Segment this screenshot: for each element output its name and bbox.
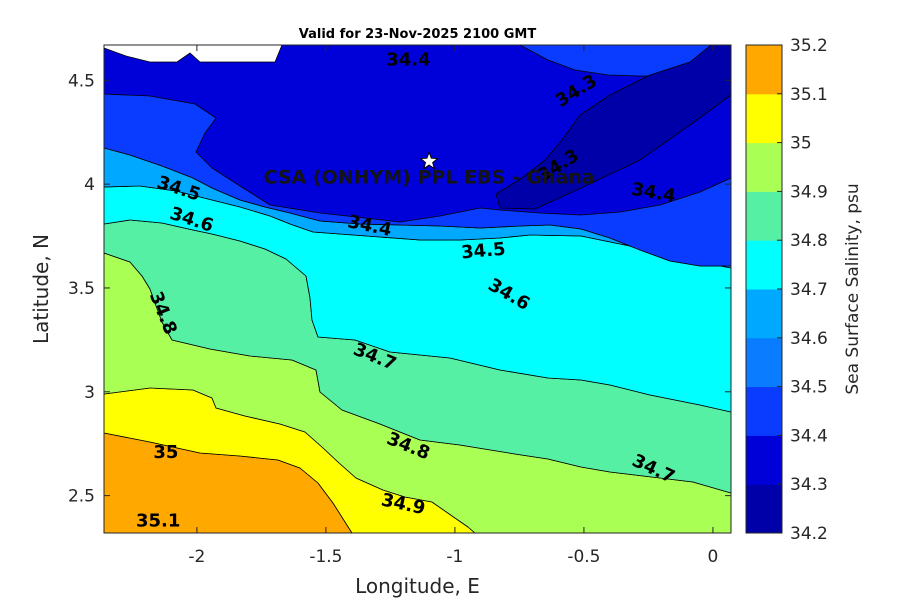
colorbar-swatch bbox=[746, 240, 782, 290]
x-axis-ticks: -2 -1.5 -1 -0.5 0 bbox=[188, 45, 718, 567]
colorbar-swatch bbox=[746, 142, 782, 192]
colorbar-tick-label: 35 bbox=[790, 134, 812, 154]
y-axis-label: Latitude, N bbox=[29, 234, 53, 344]
contour-label: 35.1 bbox=[136, 511, 180, 532]
salinity-bands bbox=[104, 45, 731, 533]
y-tick-label: 3 bbox=[84, 383, 95, 403]
colorbar-swatch bbox=[746, 386, 782, 436]
no-data-patch bbox=[104, 45, 283, 63]
site-label: CSA (ONHYM) PPL EBS - Ghana bbox=[264, 166, 595, 188]
colorbar-tick-label: 35.2 bbox=[790, 36, 828, 56]
colorbar-tick-label: 34.8 bbox=[790, 231, 828, 251]
site-marker-group: CSA (ONHYM) PPL EBS - Ghana bbox=[264, 150, 595, 188]
colorbar-ticks: 34.2 34.3 34.4 34.5 34.6 34.7 34.8 34.9 35 35.1 35… bbox=[777, 36, 828, 544]
colorbar-border bbox=[745, 44, 783, 534]
colorbar-tick-label: 34.4 bbox=[790, 426, 828, 446]
chart-title: Valid for 23-Nov-2025 2100 GMT bbox=[299, 27, 537, 42]
y-tick-label: 4.5 bbox=[68, 71, 95, 91]
colorbar-label: Sea Surface Salinity, psu bbox=[843, 183, 863, 394]
colorbar-swatch bbox=[746, 435, 782, 485]
colorbar-tick-label: 34.6 bbox=[790, 329, 828, 349]
colorbar-swatch bbox=[746, 191, 782, 241]
contour-label: 35 bbox=[153, 442, 178, 463]
colorbar-tick-label: 35.1 bbox=[790, 85, 828, 105]
x-tick-label: -1 bbox=[446, 547, 463, 567]
plot-border bbox=[103, 44, 732, 534]
contour-band bbox=[495, 45, 731, 210]
x-tick-label: -1.5 bbox=[309, 547, 342, 567]
land-mask bbox=[104, 45, 283, 63]
contour-label: 34.5 bbox=[460, 239, 506, 264]
colorbar-tick-label: 34.9 bbox=[790, 182, 828, 202]
colorbar-swatch bbox=[746, 337, 782, 388]
colorbar-tick-label: 34.5 bbox=[790, 378, 828, 398]
contour-label: 34.4 bbox=[386, 50, 430, 71]
x-axis-label: Longitude, E bbox=[355, 574, 480, 598]
y-axis-ticks: 2.5 3 3.5 4 4.5 bbox=[68, 71, 731, 507]
colorbar-swatch bbox=[746, 45, 782, 95]
colorbar-tick-label: 34.3 bbox=[790, 475, 828, 495]
x-tick-label: -2 bbox=[188, 547, 205, 567]
y-tick-label: 4 bbox=[84, 175, 95, 195]
colorbar bbox=[746, 45, 782, 534]
white-star-icon bbox=[419, 150, 440, 170]
colorbar-swatch bbox=[746, 93, 782, 144]
colorbar-swatch bbox=[746, 484, 782, 534]
colorbar-tick-label: 34.7 bbox=[790, 280, 828, 300]
x-tick-label: -0.5 bbox=[567, 547, 600, 567]
y-tick-label: 3.5 bbox=[68, 279, 95, 299]
x-tick-label: 0 bbox=[708, 547, 719, 567]
colorbar-tick-label: 34.2 bbox=[790, 524, 828, 544]
y-tick-label: 2.5 bbox=[68, 487, 95, 507]
colorbar-swatch bbox=[746, 289, 782, 339]
plot-area bbox=[104, 45, 731, 533]
